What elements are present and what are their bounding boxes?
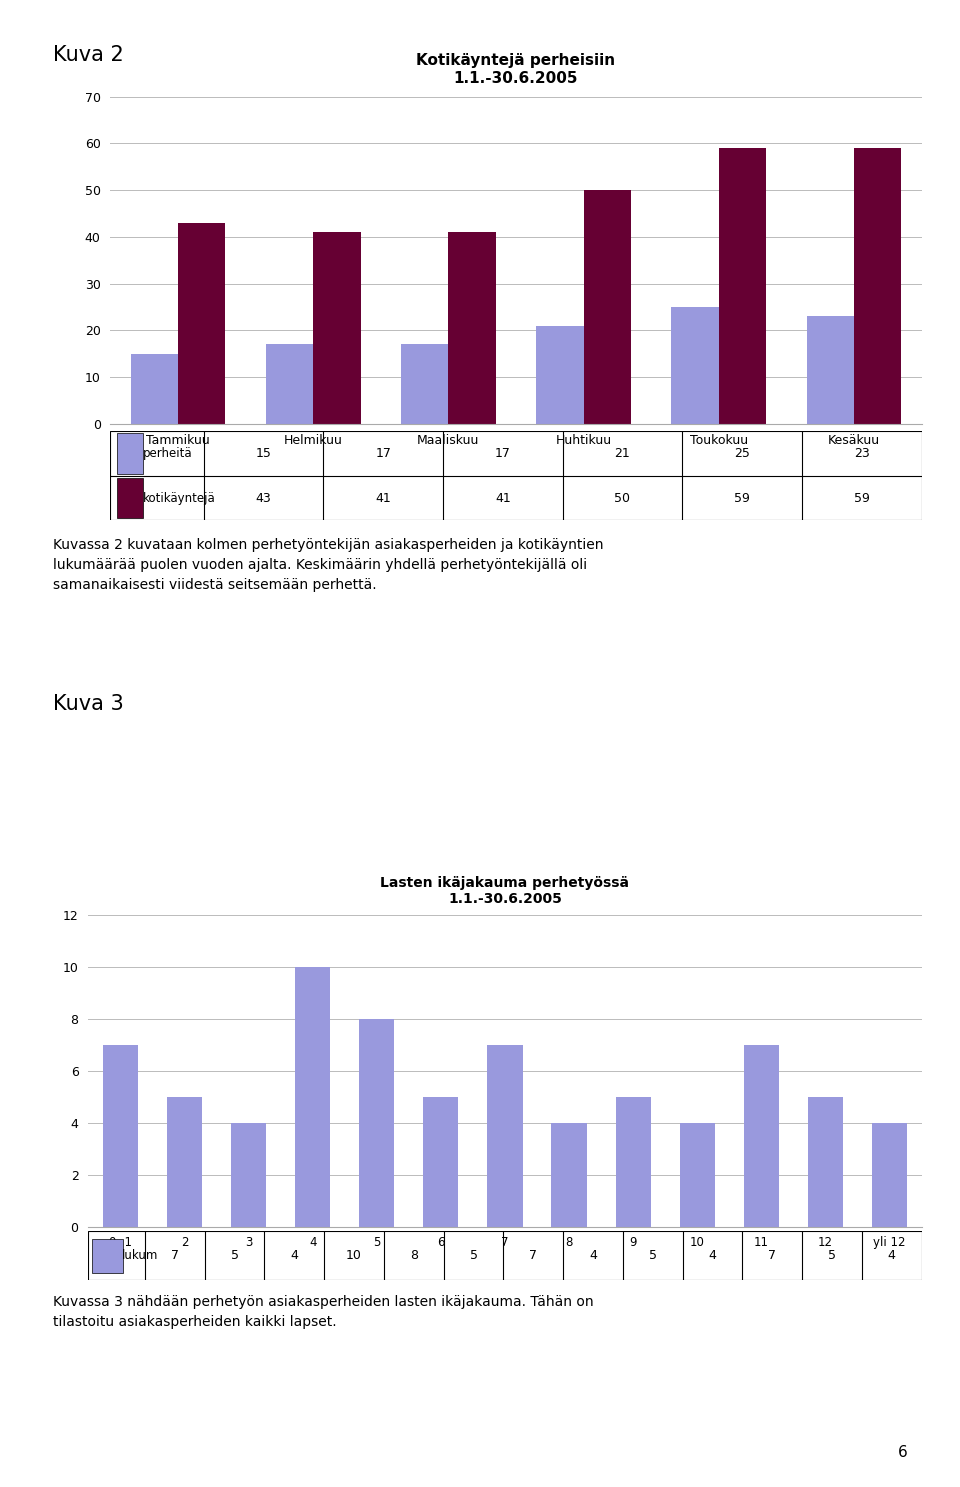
Bar: [295, 967, 330, 1227]
Bar: [806, 317, 854, 424]
Text: 21: 21: [614, 448, 631, 459]
Text: 7: 7: [171, 1249, 179, 1262]
Bar: [854, 149, 901, 424]
Bar: [117, 434, 143, 473]
Text: 4: 4: [708, 1249, 716, 1262]
Bar: [615, 1097, 651, 1227]
Text: 25: 25: [734, 448, 750, 459]
Bar: [744, 1045, 779, 1227]
Text: 23: 23: [853, 448, 870, 459]
Text: 5: 5: [828, 1249, 836, 1262]
Bar: [266, 345, 313, 424]
Bar: [178, 223, 226, 424]
Bar: [537, 326, 584, 424]
Bar: [807, 1097, 843, 1227]
Bar: [103, 1045, 138, 1227]
Text: 50: 50: [614, 492, 631, 504]
Text: 41: 41: [375, 492, 391, 504]
Text: 41: 41: [495, 492, 511, 504]
Text: 4: 4: [888, 1249, 896, 1262]
Bar: [448, 232, 495, 424]
Text: 17: 17: [375, 448, 391, 459]
Bar: [401, 345, 448, 424]
Text: 10: 10: [347, 1249, 362, 1262]
Bar: [313, 232, 361, 424]
Text: 7: 7: [529, 1249, 538, 1262]
Text: Kuvassa 2 kuvataan kolmen perhetyöntekijän asiakasperheiden ja kotikäyntien
luku: Kuvassa 2 kuvataan kolmen perhetyöntekij…: [53, 538, 603, 592]
Text: 5: 5: [230, 1249, 239, 1262]
Text: 59: 59: [734, 492, 750, 504]
Text: 59: 59: [853, 492, 870, 504]
Text: 4: 4: [290, 1249, 299, 1262]
Bar: [359, 1019, 395, 1227]
Bar: [872, 1123, 907, 1227]
Text: 6: 6: [898, 1445, 907, 1460]
Text: 17: 17: [495, 448, 511, 459]
Bar: [117, 479, 143, 517]
Bar: [167, 1097, 203, 1227]
Text: lukum: lukum: [122, 1249, 158, 1262]
Text: Kuva 3: Kuva 3: [53, 694, 124, 714]
Text: Kuva 2: Kuva 2: [53, 45, 124, 64]
Bar: [423, 1097, 459, 1227]
Bar: [488, 1045, 522, 1227]
Text: 4: 4: [589, 1249, 597, 1262]
Text: 15: 15: [255, 448, 272, 459]
Bar: [719, 149, 766, 424]
Title: Lasten ikäjakauma perhetyössä
1.1.-30.6.2005: Lasten ikäjakauma perhetyössä 1.1.-30.6.…: [380, 876, 630, 907]
Bar: [680, 1123, 715, 1227]
Bar: [231, 1123, 266, 1227]
Text: perheitä: perheitä: [143, 448, 193, 459]
Text: 8: 8: [410, 1249, 418, 1262]
Title: Kotikäyntejä perheisiin
1.1.-30.6.2005: Kotikäyntejä perheisiin 1.1.-30.6.2005: [417, 54, 615, 86]
Bar: [551, 1123, 587, 1227]
Text: kotikäyntejä: kotikäyntejä: [143, 492, 216, 504]
Text: 43: 43: [255, 492, 272, 504]
Bar: [671, 306, 719, 424]
Bar: [131, 354, 178, 424]
Bar: [584, 190, 631, 424]
Bar: [91, 1239, 123, 1273]
Text: 7: 7: [768, 1249, 777, 1262]
Text: Kuvassa 3 nähdään perhetyön asiakasperheiden lasten ikäjakauma. Tähän on
tilasto: Kuvassa 3 nähdään perhetyön asiakasperhe…: [53, 1295, 593, 1329]
Text: 5: 5: [469, 1249, 477, 1262]
Text: 5: 5: [649, 1249, 657, 1262]
